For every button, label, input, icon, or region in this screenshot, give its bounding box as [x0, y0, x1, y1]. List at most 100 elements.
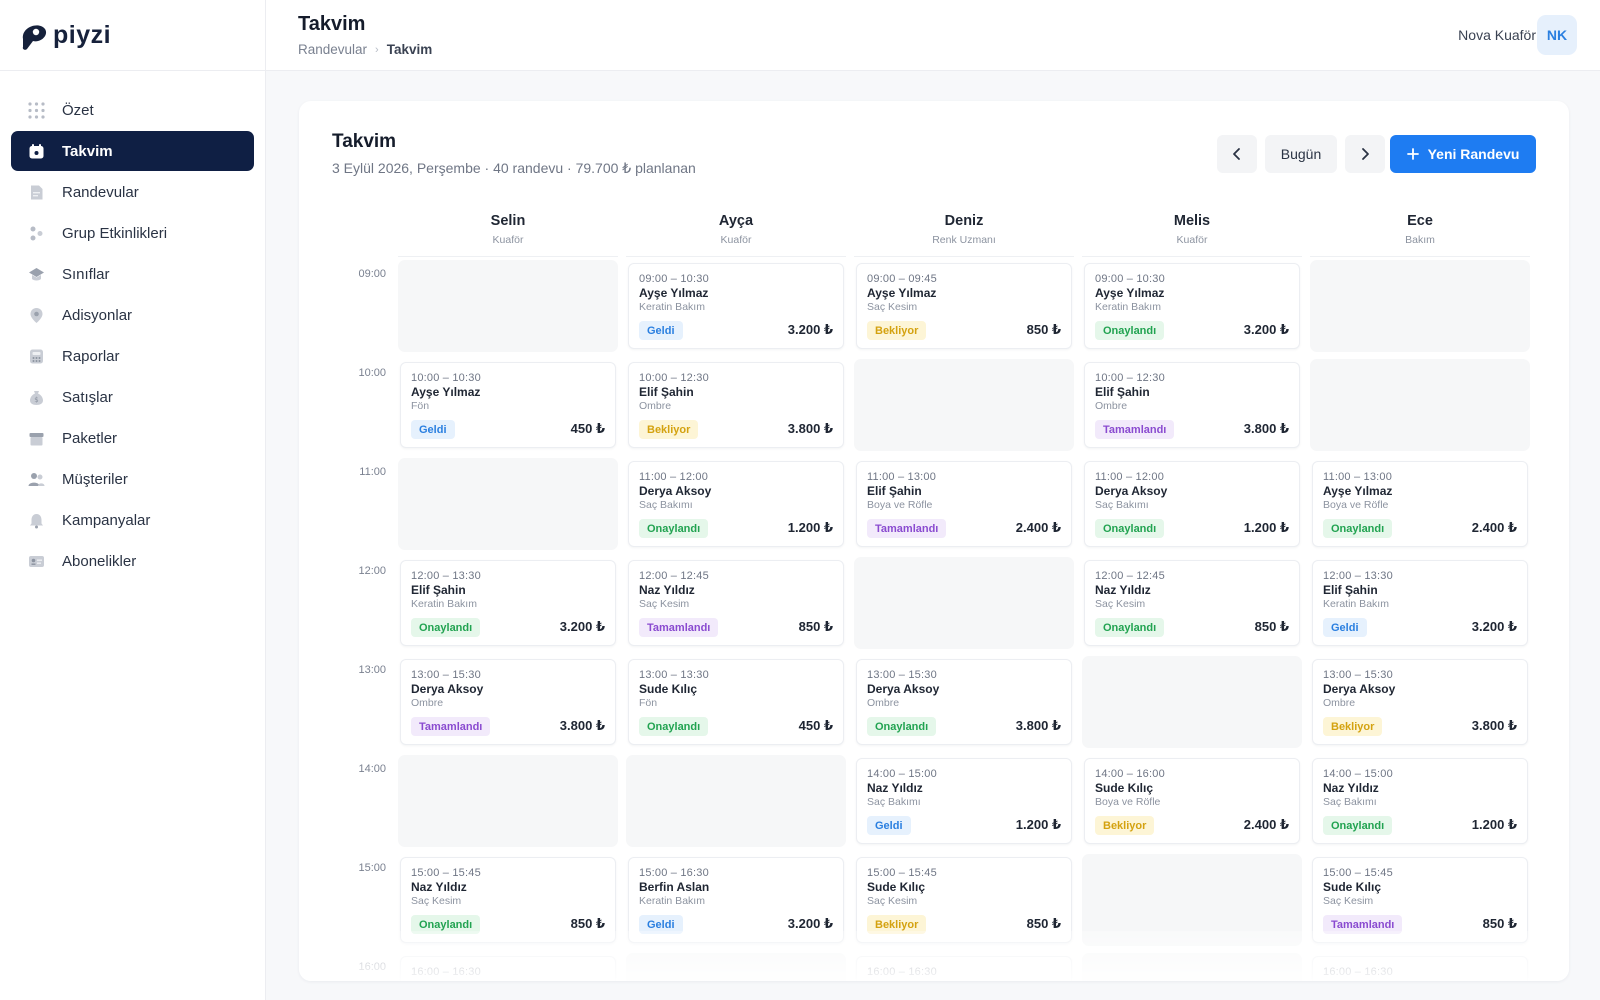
appointment-card[interactable]: 15:00 – 16:30 Berfin Aslan Keratin Bakım Ge… — [628, 857, 844, 943]
status-badge: Bekliyor — [639, 420, 699, 439]
sidebar-item-siniflar[interactable]: Sınıflar — [11, 254, 254, 294]
service-name: Keratin Bakım — [1095, 301, 1161, 313]
money-bag-icon: $ — [28, 389, 45, 406]
status-badge: Onaylandı — [1095, 321, 1165, 340]
status-badge: Onaylandı — [411, 618, 481, 637]
appointment-card[interactable]: 14:00 – 15:00 Naz Yıldız Saç Bakımı Onaylan… — [1312, 758, 1528, 844]
sidebar-item-raporlar[interactable]: Raporlar — [11, 336, 254, 376]
appointment-card[interactable]: 14:00 – 16:00 Sude Kılıç Boya ve Röfle Bekl… — [1084, 758, 1300, 844]
appointment-card[interactable]: 11:00 – 13:00 Elif Şahin Boya ve Röfle Tama… — [856, 461, 1072, 547]
appointment-card[interactable]: 14:00 – 15:00 Naz Yıldız Saç Bakımı Geldi 1.… — [856, 758, 1072, 844]
appointment-card[interactable]: 13:00 – 15:30 Derya Aksoy Ombre Tamamlandı 3… — [400, 659, 616, 745]
customer-name: Naz Yıldız — [867, 781, 923, 795]
service-name: Boya ve Röfle — [1095, 796, 1161, 808]
appointment-card[interactable]: 12:00 – 12:45 Naz Yıldız Saç Kesim Onayland… — [1084, 560, 1300, 646]
sidebar-item-label: Kampanyalar — [62, 511, 151, 529]
sidebar-item-ozet[interactable]: Özet — [11, 90, 254, 130]
status-badge: Geldi — [411, 420, 455, 439]
sidebar-item-takvim[interactable]: Takvim — [11, 131, 254, 171]
appointment-card[interactable]: 15:00 – 15:45 Sude Kılıç Saç Kesim Bekliyor… — [856, 857, 1072, 943]
appointment-time: 09:00 – 10:30 — [1095, 273, 1165, 285]
sidebar-item-abonelikler[interactable]: Abonelikler — [11, 541, 254, 581]
appointment-card[interactable]: 13:00 – 13:30 Sude Kılıç Fön Onaylandı 450 ₺ — [628, 659, 844, 745]
appointment-time: 14:00 – 16:00 — [1095, 768, 1165, 780]
customer-name: Elif Şahin — [639, 385, 694, 399]
appointment-time: 16:00 – 16:30 — [411, 966, 481, 978]
empty-slot[interactable] — [854, 359, 1074, 451]
sidebar-item-kampanyalar[interactable]: Kampanyalar — [11, 500, 254, 540]
empty-slot[interactable] — [398, 260, 618, 352]
appointment-card[interactable]: 10:00 – 12:30 Elif Şahin Ombre Tamamlandı 3.… — [1084, 362, 1300, 448]
appointment-card[interactable]: 13:00 – 15:30 Derya Aksoy Ombre Bekliyor 3.8… — [1312, 659, 1528, 745]
sidebar-item-satislar[interactable]: $ Satışlar — [11, 377, 254, 417]
new-appointment-label: Yeni Randevu — [1427, 146, 1520, 162]
empty-slot[interactable] — [1310, 260, 1530, 352]
sidebar-nav: Özet Takvim Randevular Grup Etkinlikleri Sın… — [0, 71, 265, 581]
appointment-price: 3.200 ₺ — [787, 322, 833, 337]
appointment-price: 3.800 ₺ — [787, 421, 833, 436]
staff-column-header[interactable]: Melis Kuaför — [1082, 213, 1302, 257]
appointment-card[interactable]: 09:00 – 09:45 Ayşe Yılmaz Saç Kesim Bekliyo… — [856, 263, 1072, 349]
empty-slot[interactable] — [398, 755, 618, 847]
appointment-card[interactable]: 09:00 – 10:30 Ayşe Yılmaz Keratin Bakım Ona… — [1084, 263, 1300, 349]
empty-slot[interactable] — [398, 458, 618, 550]
appointment-card[interactable]: 12:00 – 12:45 Naz Yıldız Saç Kesim Tamamlan… — [628, 560, 844, 646]
sidebar-item-randevular[interactable]: Randevular — [11, 172, 254, 212]
empty-slot[interactable] — [1082, 854, 1302, 946]
service-name: Saç Kesim — [1323, 895, 1374, 907]
appointment-card[interactable]: 11:00 – 13:00 Ayşe Yılmaz Boya ve Röfle Ona… — [1312, 461, 1528, 547]
service-name: Ombre — [639, 400, 672, 412]
today-button[interactable]: Bugün — [1265, 135, 1337, 173]
appointment-card[interactable]: 11:00 – 12:00 Derya Aksoy Saç Bakımı Onayla… — [1084, 461, 1300, 547]
staff-column-header[interactable]: Ece Bakım — [1310, 213, 1530, 257]
previous-day-button[interactable] — [1217, 135, 1257, 173]
sidebar-item-label: Grup Etkinlikleri — [62, 224, 168, 242]
empty-slot[interactable] — [1310, 359, 1530, 451]
appointment-price: 3.200 ₺ — [559, 619, 605, 634]
business-name[interactable]: Nova Kuaför — [1458, 27, 1536, 43]
avatar[interactable]: NK — [1537, 15, 1577, 55]
next-day-button[interactable] — [1345, 135, 1385, 173]
time-label: 14:00 — [358, 763, 386, 775]
sidebar-item-grup-etkinlikleri[interactable]: Grup Etkinlikleri — [11, 213, 254, 253]
empty-slot[interactable] — [854, 557, 1074, 649]
staff-column-header[interactable]: Deniz Renk Uzmanı — [854, 213, 1074, 257]
sidebar-item-adisyonlar[interactable]: Adisyonlar — [11, 295, 254, 335]
appointment-card[interactable]: 10:00 – 10:30 Ayşe Yılmaz Fön Geldi 450 ₺ — [400, 362, 616, 448]
empty-slot[interactable] — [626, 953, 846, 981]
appointment-price: 850 ₺ — [1026, 322, 1061, 337]
appointment-price: 1.200 ₺ — [787, 520, 833, 535]
staff-name: Ayça — [718, 213, 754, 229]
sidebar-item-paketler[interactable]: Paketler — [11, 418, 254, 458]
appointment-card[interactable]: 15:00 – 15:45 Naz Yıldız Saç Kesim Onayland… — [400, 857, 616, 943]
appointment-card[interactable]: 10:00 – 12:30 Elif Şahin Ombre Bekliyor 3.80… — [628, 362, 844, 448]
sidebar-item-musteriler[interactable]: Müşteriler — [11, 459, 254, 499]
box-icon — [28, 430, 45, 447]
new-appointment-button[interactable]: Yeni Randevu — [1390, 135, 1536, 173]
appointment-price: 1.200 ₺ — [1471, 817, 1517, 832]
customer-name: Ayşe Yılmaz — [411, 385, 481, 399]
staff-column-header[interactable]: Selin Kuaför — [398, 213, 618, 257]
empty-slot[interactable] — [626, 755, 846, 847]
logo[interactable]: piyzi — [0, 0, 265, 71]
appointment-card[interactable]: 09:00 – 10:30 Ayşe Yılmaz Keratin Bakım Gel… — [628, 263, 844, 349]
appointment-card[interactable]: 15:00 – 15:45 Sude Kılıç Saç Kesim Tamamlan… — [1312, 857, 1528, 943]
appointment-card[interactable]: 11:00 – 12:00 Derya Aksoy Saç Bakımı Onayla… — [628, 461, 844, 547]
appointment-card[interactable]: 12:00 – 13:30 Elif Şahin Keratin Bakım Geld… — [1312, 560, 1528, 646]
service-name: Saç Kesim — [1095, 598, 1146, 610]
breadcrumb-item-randevular[interactable]: Randevular — [298, 42, 368, 57]
bell-icon — [28, 512, 45, 529]
empty-slot[interactable] — [1082, 953, 1302, 981]
status-badge: Onaylandı — [867, 717, 937, 736]
appointment-card[interactable]: 12:00 – 13:30 Elif Şahin Keratin Bakım Onay… — [400, 560, 616, 646]
service-name: Saç Kesim — [639, 598, 690, 610]
logo-text: piyzi — [53, 20, 112, 49]
service-name: Keratin Bakım — [411, 598, 477, 610]
staff-column-header[interactable]: Ayça Kuaför — [626, 213, 846, 257]
service-name: Boya ve Röfle — [1323, 499, 1389, 511]
appointment-card[interactable]: 13:00 – 15:30 Derya Aksoy Ombre Onaylandı 3.… — [856, 659, 1072, 745]
empty-slot[interactable] — [1082, 656, 1302, 748]
